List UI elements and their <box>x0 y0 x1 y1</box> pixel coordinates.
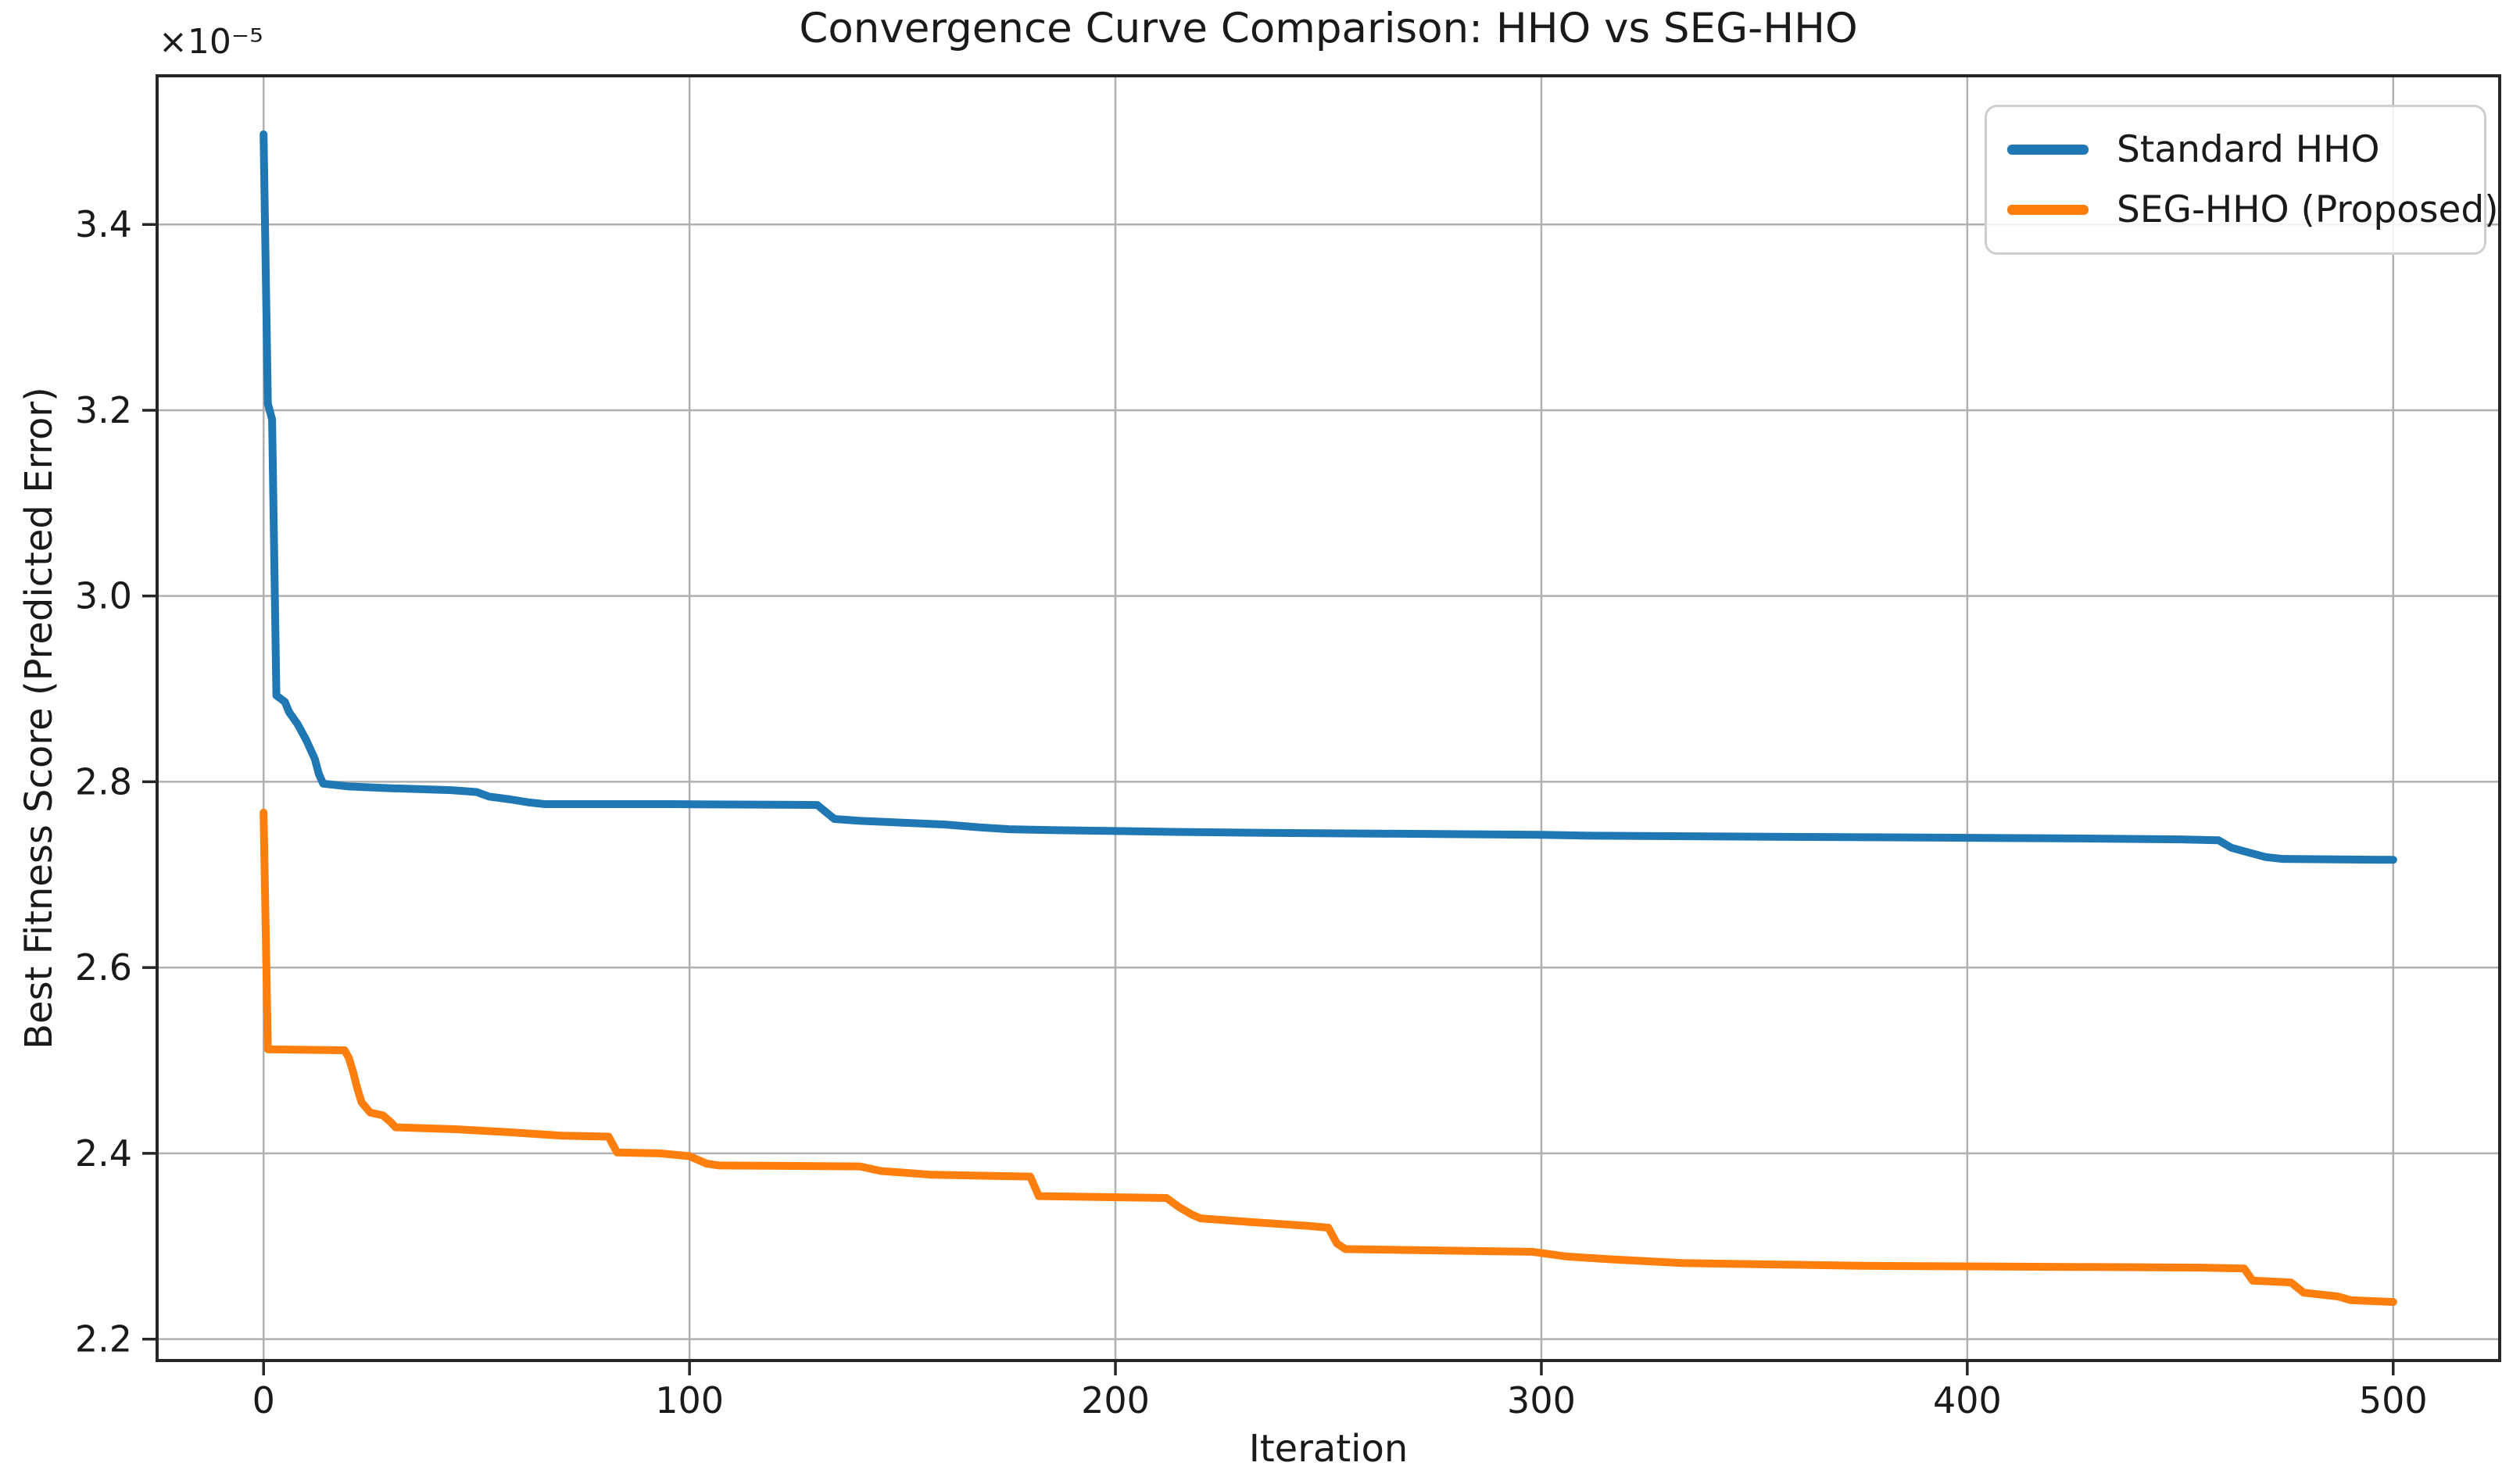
x-tick-label: 300 <box>1507 1379 1576 1421</box>
series-line-standard-hho <box>260 130 2397 864</box>
x-tick-label: 0 <box>252 1379 275 1421</box>
x-tick-label: 200 <box>1081 1379 1150 1421</box>
legend: Standard HHO SEG-HHO (Proposed) <box>1985 105 2499 255</box>
legend-label-standard-hho: Standard HHO <box>2117 128 2380 172</box>
x-tick-label: 400 <box>1933 1379 2002 1421</box>
y-axis-offset-label: ×10⁻⁵ <box>159 22 263 62</box>
series-line-seg-hho <box>260 808 2397 1307</box>
legend-swatch-seg-hho <box>2007 204 2089 215</box>
y-tick-label: 3.2 <box>75 389 132 431</box>
legend-item-standard-hho: Standard HHO <box>2007 128 2464 171</box>
y-axis-label: Best Fitness Score (Predicted Error) <box>17 387 61 1050</box>
y-tick-label: 2.6 <box>75 946 132 989</box>
legend-swatch-standard-hho <box>2007 145 2089 156</box>
axes-frame <box>156 74 2501 1362</box>
x-tick-label: 500 <box>2359 1379 2428 1421</box>
y-tick-label: 2.8 <box>75 760 132 803</box>
x-tick-label: 100 <box>655 1379 724 1421</box>
legend-label-seg-hho: SEG-HHO (Proposed) <box>2117 188 2499 231</box>
x-axis-label: Iteration <box>1248 1427 1409 1471</box>
y-tick-label: 2.4 <box>75 1132 132 1175</box>
legend-item-seg-hho: SEG-HHO (Proposed) <box>2007 188 2499 231</box>
y-tick-label: 3.4 <box>75 203 132 245</box>
y-tick-label: 3.0 <box>75 575 132 617</box>
chart-title: Convergence Curve Comparison: HHO vs SEG… <box>799 5 1858 52</box>
y-tick-label: 2.2 <box>75 1318 132 1361</box>
